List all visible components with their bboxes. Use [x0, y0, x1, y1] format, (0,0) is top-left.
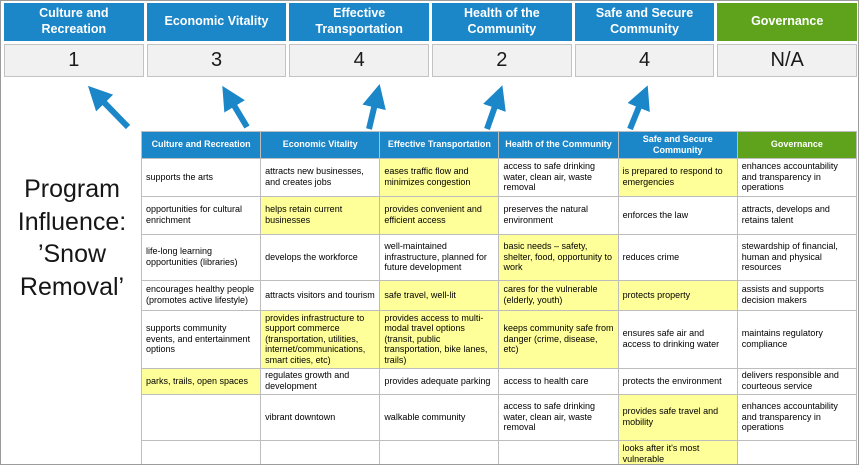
matrix-cell-highlighted: parks, trails, open spaces — [140, 367, 262, 395]
matrix-row: life-long learning opportunities (librar… — [140, 233, 858, 281]
pillar-header-safe-and-secure-community: Safe and Secure Community — [574, 3, 715, 41]
matrix-row: parks, trails, open spaces regulates grow… — [140, 367, 858, 395]
matrix-cell: enhances accountability and transparency… — [736, 393, 858, 441]
matrix-cell-highlighted: helps retain current businesses — [260, 195, 381, 235]
matrix-cell: attracts new businesses, and creates job… — [260, 157, 381, 197]
arrow-up-icon — [627, 85, 650, 131]
matrix-cell: delivers responsible and courteous servi… — [736, 367, 858, 395]
matrix-cell: protects the environment — [617, 367, 738, 395]
matrix-cell: regulates growth and development — [260, 367, 381, 395]
matrix-header-1: Culture and Recreation — [140, 131, 262, 159]
matrix-cell: provides adequate parking — [379, 367, 500, 395]
matrix-cell: access to health care — [498, 367, 619, 395]
matrix-row: opportunities for cultural enrichment hel… — [140, 195, 858, 235]
matrix-header-3: Effective Transportation — [379, 131, 500, 159]
matrix-cell-highlighted: provides safe travel and mobility — [617, 393, 738, 441]
program-title: Program Influence: ’Snow Removal’ — [17, 175, 127, 301]
pillar-header-culture-and-recreation: Culture and Recreation — [4, 3, 144, 41]
arrow-up-icon — [222, 85, 250, 129]
arrow-up-icon — [87, 85, 131, 130]
matrix-cell-highlighted: looks after it's most vulnerable — [617, 439, 738, 464]
matrix-header-2: Economic Vitality — [260, 131, 381, 159]
matrix-cell — [498, 439, 619, 464]
matrix-cell: develops the workforce — [260, 233, 381, 281]
matrix-cell-highlighted: keeps community safe from danger (crime,… — [498, 309, 619, 369]
matrix-row: vibrant downtown walkable community access… — [140, 393, 858, 441]
matrix-cell: supports community events, and entertain… — [140, 309, 262, 369]
pillar-header-effective-transportation: Effective Transportation — [289, 3, 430, 41]
matrix-cell-highlighted: provides infrastructure to support comme… — [260, 309, 381, 369]
matrix-cell-highlighted: safe travel, well-lit — [379, 279, 500, 311]
matrix-cell — [379, 439, 500, 464]
matrix-cell: opportunities for cultural enrichment — [140, 195, 262, 235]
matrix-cell — [140, 393, 262, 441]
matrix-cell: ensures safe air and access to drinking … — [617, 309, 738, 369]
score-health-of-the-community: 2 — [432, 44, 572, 77]
matrix-header-row: Culture and Recreation Economic Vitality E… — [140, 131, 858, 159]
score-governance: N/A — [717, 44, 858, 77]
matrix-cell — [260, 439, 381, 464]
pillar-header-governance: Governance — [717, 3, 858, 41]
matrix-cell-highlighted: cares for the vulnerable (elderly, youth… — [498, 279, 619, 311]
score-economic-vitality: 3 — [146, 44, 287, 77]
arrow-up-icon — [483, 85, 506, 130]
pillar-header-economic-vitality: Economic Vitality — [146, 3, 287, 41]
matrix-cell-highlighted: basic needs – safety, shelter, food, opp… — [498, 233, 619, 281]
matrix-header-5: Safe and Secure Community — [617, 131, 738, 159]
matrix-cell: encourages healthy people (promotes acti… — [140, 279, 262, 311]
matrix-cell: maintains regulatory compliance — [736, 309, 858, 369]
matrix-cell: assists and supports decision makers — [736, 279, 858, 311]
matrix-cell: preserves the natural environment — [498, 195, 619, 235]
arrow-up-icon — [362, 83, 386, 130]
matrix-cell: walkable community — [379, 393, 500, 441]
matrix-row: supports community events, and entertain… — [140, 309, 858, 369]
matrix-cell-highlighted: provides convenient and efficient access — [379, 195, 500, 235]
matrix-cell: attracts visitors and tourism — [260, 279, 381, 311]
score-safe-and-secure-community: 4 — [574, 44, 715, 77]
matrix-row: looks after it's most vulnerable — [140, 439, 858, 464]
score-culture-and-recreation: 1 — [4, 44, 144, 77]
matrix-cell-highlighted: is prepared to respond to emergencies — [617, 157, 738, 197]
matrix-header-6: Governance — [736, 131, 858, 159]
score-effective-transportation: 4 — [289, 44, 430, 77]
matrix-cell — [736, 439, 858, 464]
matrix-cell: reduces crime — [617, 233, 738, 281]
matrix-header-4: Health of the Community — [498, 131, 619, 159]
matrix-row: supports the arts attracts new businesses… — [140, 157, 858, 197]
score-row: 1 3 4 2 4 N/A — [4, 44, 858, 77]
matrix-cell: life-long learning opportunities (librar… — [140, 233, 262, 281]
pillar-header-row: Culture and Recreation Economic Vitality… — [4, 3, 858, 41]
matrix-cell: access to safe drinking water, clean air… — [498, 157, 619, 197]
matrix-cell: vibrant downtown — [260, 393, 381, 441]
influence-matrix: Culture and Recreation Economic Vitality E… — [140, 131, 858, 464]
matrix-cell: stewardship of financial, human and phys… — [736, 233, 858, 281]
matrix-row: encourages healthy people (promotes acti… — [140, 279, 858, 311]
arrows-layer — [87, 83, 650, 131]
matrix-cell: supports the arts — [140, 157, 262, 197]
matrix-cell — [140, 439, 262, 464]
matrix-cell: attracts, develops and retains talent — [736, 195, 858, 235]
matrix-cell: well-maintained infrastructure, planned … — [379, 233, 500, 281]
matrix-cell-highlighted: provides access to multi-modal travel op… — [379, 309, 500, 369]
matrix-cell-highlighted: protects property — [617, 279, 738, 311]
matrix-cell-highlighted: eases traffic flow and minimizes congest… — [379, 157, 500, 197]
matrix-cell: access to safe drinking water, clean air… — [498, 393, 619, 441]
pillar-header-health-of-the-community: Health of the Community — [432, 3, 572, 41]
matrix-cell: enforces the law — [617, 195, 738, 235]
matrix-cell: enhances accountability and transparency… — [736, 157, 858, 197]
